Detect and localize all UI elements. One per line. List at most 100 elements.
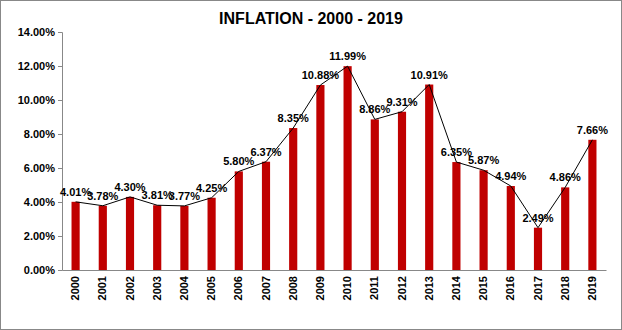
y-tick: 2.00%	[24, 230, 62, 242]
x-tick-label: 2016	[504, 276, 516, 300]
x-tick: 2007	[260, 270, 272, 300]
bar	[507, 186, 515, 270]
y-tick-label: 2.00%	[24, 230, 55, 242]
x-tick: 2016	[504, 270, 516, 300]
data-label: 4.94%	[495, 170, 526, 182]
data-label: 10.91%	[411, 69, 449, 81]
y-tick-label: 14.00%	[18, 26, 56, 38]
bar	[235, 171, 243, 270]
y-tick-mark	[58, 66, 62, 67]
bar	[561, 187, 569, 270]
y-tick: 12.00%	[18, 60, 62, 72]
bar	[72, 202, 80, 270]
y-tick-mark	[58, 100, 62, 101]
x-tick-label: 2017	[532, 276, 544, 300]
bar	[289, 128, 297, 270]
y-tick: 10.00%	[18, 94, 62, 106]
bar	[398, 112, 406, 270]
y-tick-mark	[58, 270, 62, 271]
x-tick: 2014	[450, 270, 462, 300]
bar	[452, 162, 460, 270]
y-tick: 8.00%	[24, 128, 62, 140]
x-tick-label: 2012	[396, 276, 408, 300]
bar	[180, 206, 188, 270]
x-tick-label: 2010	[341, 276, 353, 300]
x-tick-label: 2000	[69, 276, 81, 300]
bar	[316, 85, 324, 270]
x-tick: 2006	[232, 270, 244, 300]
bar	[425, 85, 433, 270]
y-tick: 6.00%	[24, 162, 62, 174]
x-tick: 2001	[96, 270, 108, 300]
x-tick: 2002	[124, 270, 136, 300]
data-label: 2.49%	[522, 212, 553, 224]
x-tick-label: 2014	[450, 275, 462, 300]
x-tick-label: 2004	[178, 275, 190, 300]
data-label: 5.87%	[468, 154, 499, 166]
y-axis: 0.00% 2.00% 4.00% 6.00% 8.00% 10.00% 12.00% 14.…	[18, 26, 63, 276]
x-tick-label: 2018	[559, 276, 571, 300]
x-axis-line	[63, 270, 607, 271]
y-tick-mark	[58, 202, 62, 203]
data-labels: 4.01%3.78%4.30%3.81%3.77%4.25%5.80%6.37%…	[60, 50, 608, 224]
x-tick-label: 2013	[423, 276, 435, 300]
bar	[208, 198, 216, 270]
x-tick: 2000	[69, 270, 81, 300]
y-tick-label: 0.00%	[24, 264, 55, 276]
x-tick: 2011	[368, 270, 380, 300]
x-tick-label: 2011	[368, 276, 380, 300]
y-tick-label: 12.00%	[18, 60, 56, 72]
x-tick-label: 2005	[205, 276, 217, 300]
x-tick-label: 2015	[477, 276, 489, 300]
y-tick-mark	[58, 32, 62, 33]
bar	[480, 170, 488, 270]
line	[76, 66, 593, 228]
y-tick: 4.00%	[24, 196, 62, 208]
data-label: 4.25%	[196, 182, 227, 194]
bar	[126, 197, 134, 270]
y-tick-label: 6.00%	[24, 162, 55, 174]
data-label: 4.86%	[550, 171, 581, 183]
x-tick: 2015	[477, 270, 489, 300]
x-tick: 2019	[586, 270, 598, 300]
x-tick-label: 2007	[260, 276, 272, 300]
x-tick-label: 2006	[232, 276, 244, 300]
data-label: 7.66%	[577, 124, 608, 136]
plot-area: 0.00% 2.00% 4.00% 6.00% 8.00% 10.00% 12.00% 14.…	[18, 26, 609, 300]
x-tick: 2013	[423, 270, 435, 300]
bar	[371, 119, 379, 270]
x-tick: 2017	[532, 270, 544, 300]
marks	[72, 66, 597, 270]
x-tick-label: 2009	[314, 276, 326, 300]
bar	[99, 206, 107, 270]
chart-title: INFLATION - 2000 - 2019	[219, 10, 403, 27]
bar	[262, 162, 270, 270]
y-tick-label: 4.00%	[24, 196, 55, 208]
x-tick-label: 2019	[586, 276, 598, 300]
y-tick-mark	[58, 168, 62, 169]
x-axis: 2000 2001 2002 2003 2004 2005 2006 2007 2008 2009…	[63, 270, 607, 300]
y-tick-mark	[58, 134, 62, 135]
x-tick-label: 2003	[151, 276, 163, 300]
chart: 0.00% 2.00% 4.00% 6.00% 8.00% 10.00% 12.00% 14.…	[0, 0, 622, 330]
x-tick-label: 2008	[287, 276, 299, 300]
y-tick-mark	[58, 236, 62, 237]
x-tick: 2012	[396, 270, 408, 300]
chart-frame	[1, 1, 622, 330]
x-tick: 2010	[341, 270, 353, 300]
data-label: 9.31%	[386, 96, 417, 108]
data-label: 6.37%	[250, 146, 281, 158]
bar	[344, 66, 352, 270]
x-tick-label: 2002	[124, 276, 136, 300]
bar	[588, 140, 596, 270]
x-tick: 2018	[559, 270, 571, 300]
x-tick-label: 2001	[96, 276, 108, 300]
x-tick: 2009	[314, 270, 326, 300]
y-tick: 14.00%	[18, 26, 62, 38]
y-tick-label: 8.00%	[24, 128, 55, 140]
x-tick: 2008	[287, 270, 299, 300]
y-tick-label: 10.00%	[18, 94, 56, 106]
x-tick: 2005	[205, 270, 217, 300]
data-label: 8.35%	[278, 112, 309, 124]
x-tick: 2004	[178, 270, 190, 300]
